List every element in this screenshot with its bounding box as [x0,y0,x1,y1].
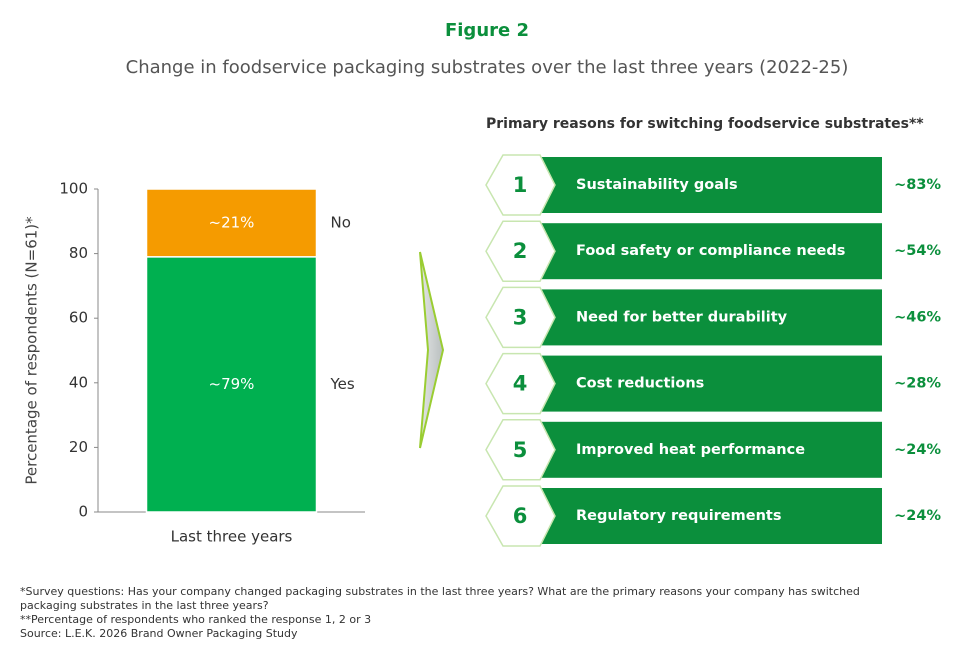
legend-label: No [331,213,351,231]
value-label: ~54% [894,243,941,259]
y-tick-label: 60 [69,309,88,327]
y-tick-label: 20 [69,438,88,456]
rank-number: 1 [513,173,528,197]
rank-number: 5 [513,438,528,462]
value-label: ~28% [894,376,941,392]
reason-label: Improved heat performance [576,442,805,458]
reason-label: Sustainability goals [576,177,738,193]
footnote: *Survey questions: Has your company chan… [20,585,860,612]
reason-bar [530,157,882,213]
value-label: ~24% [894,508,941,524]
rank-hexagon [485,220,556,282]
chart-title: Change in foodservice packaging substrat… [126,57,849,78]
x-tick-label: Last three years [171,528,293,546]
list-title: Primary reasons for switching foodservic… [486,116,924,132]
rank-number: 3 [513,305,528,329]
y-axis-label: Percentage of respondents (N=61)* [23,216,41,485]
reason-bar [530,289,882,346]
data-label: ~79% [209,375,255,393]
rank-hexagon [485,419,556,481]
rank-number: 2 [513,239,528,263]
rank-hexagon [485,352,556,415]
footnote: **Percentage of respondents who ranked t… [20,613,372,626]
reason-label: Need for better durability [576,309,788,325]
bar-segment [145,188,318,258]
y-tick-label: 80 [69,244,88,262]
reason-bar [530,421,882,478]
data-label: ~21% [209,213,255,231]
legend-label: Yes [330,375,355,393]
rank-hexagon [485,154,556,216]
rank-hexagon [485,485,556,547]
arrow [419,251,445,449]
rank-number: 4 [513,372,528,396]
value-label: ~46% [894,309,941,325]
y-tick-label: 0 [78,503,88,521]
reason-bar [530,488,882,544]
reason-label: Regulatory requirements [576,508,781,524]
reason-bar [530,355,882,412]
value-label: ~83% [894,177,941,193]
rank-number: 6 [513,504,528,528]
y-tick-label: 100 [59,180,88,198]
reason-label: Cost reductions [576,376,704,392]
footnote: Source: L.E.K. 2026 Brand Owner Packagin… [20,627,298,640]
bar-segment [145,256,318,513]
reason-bar [530,223,882,280]
figure-label: Figure 2 [445,20,529,41]
rank-hexagon [485,286,556,349]
footnotes: *Survey questions: Has your company chan… [20,585,920,641]
y-tick-label: 40 [69,373,88,391]
reason-label: Food safety or compliance needs [576,243,845,259]
value-label: ~24% [894,442,941,458]
